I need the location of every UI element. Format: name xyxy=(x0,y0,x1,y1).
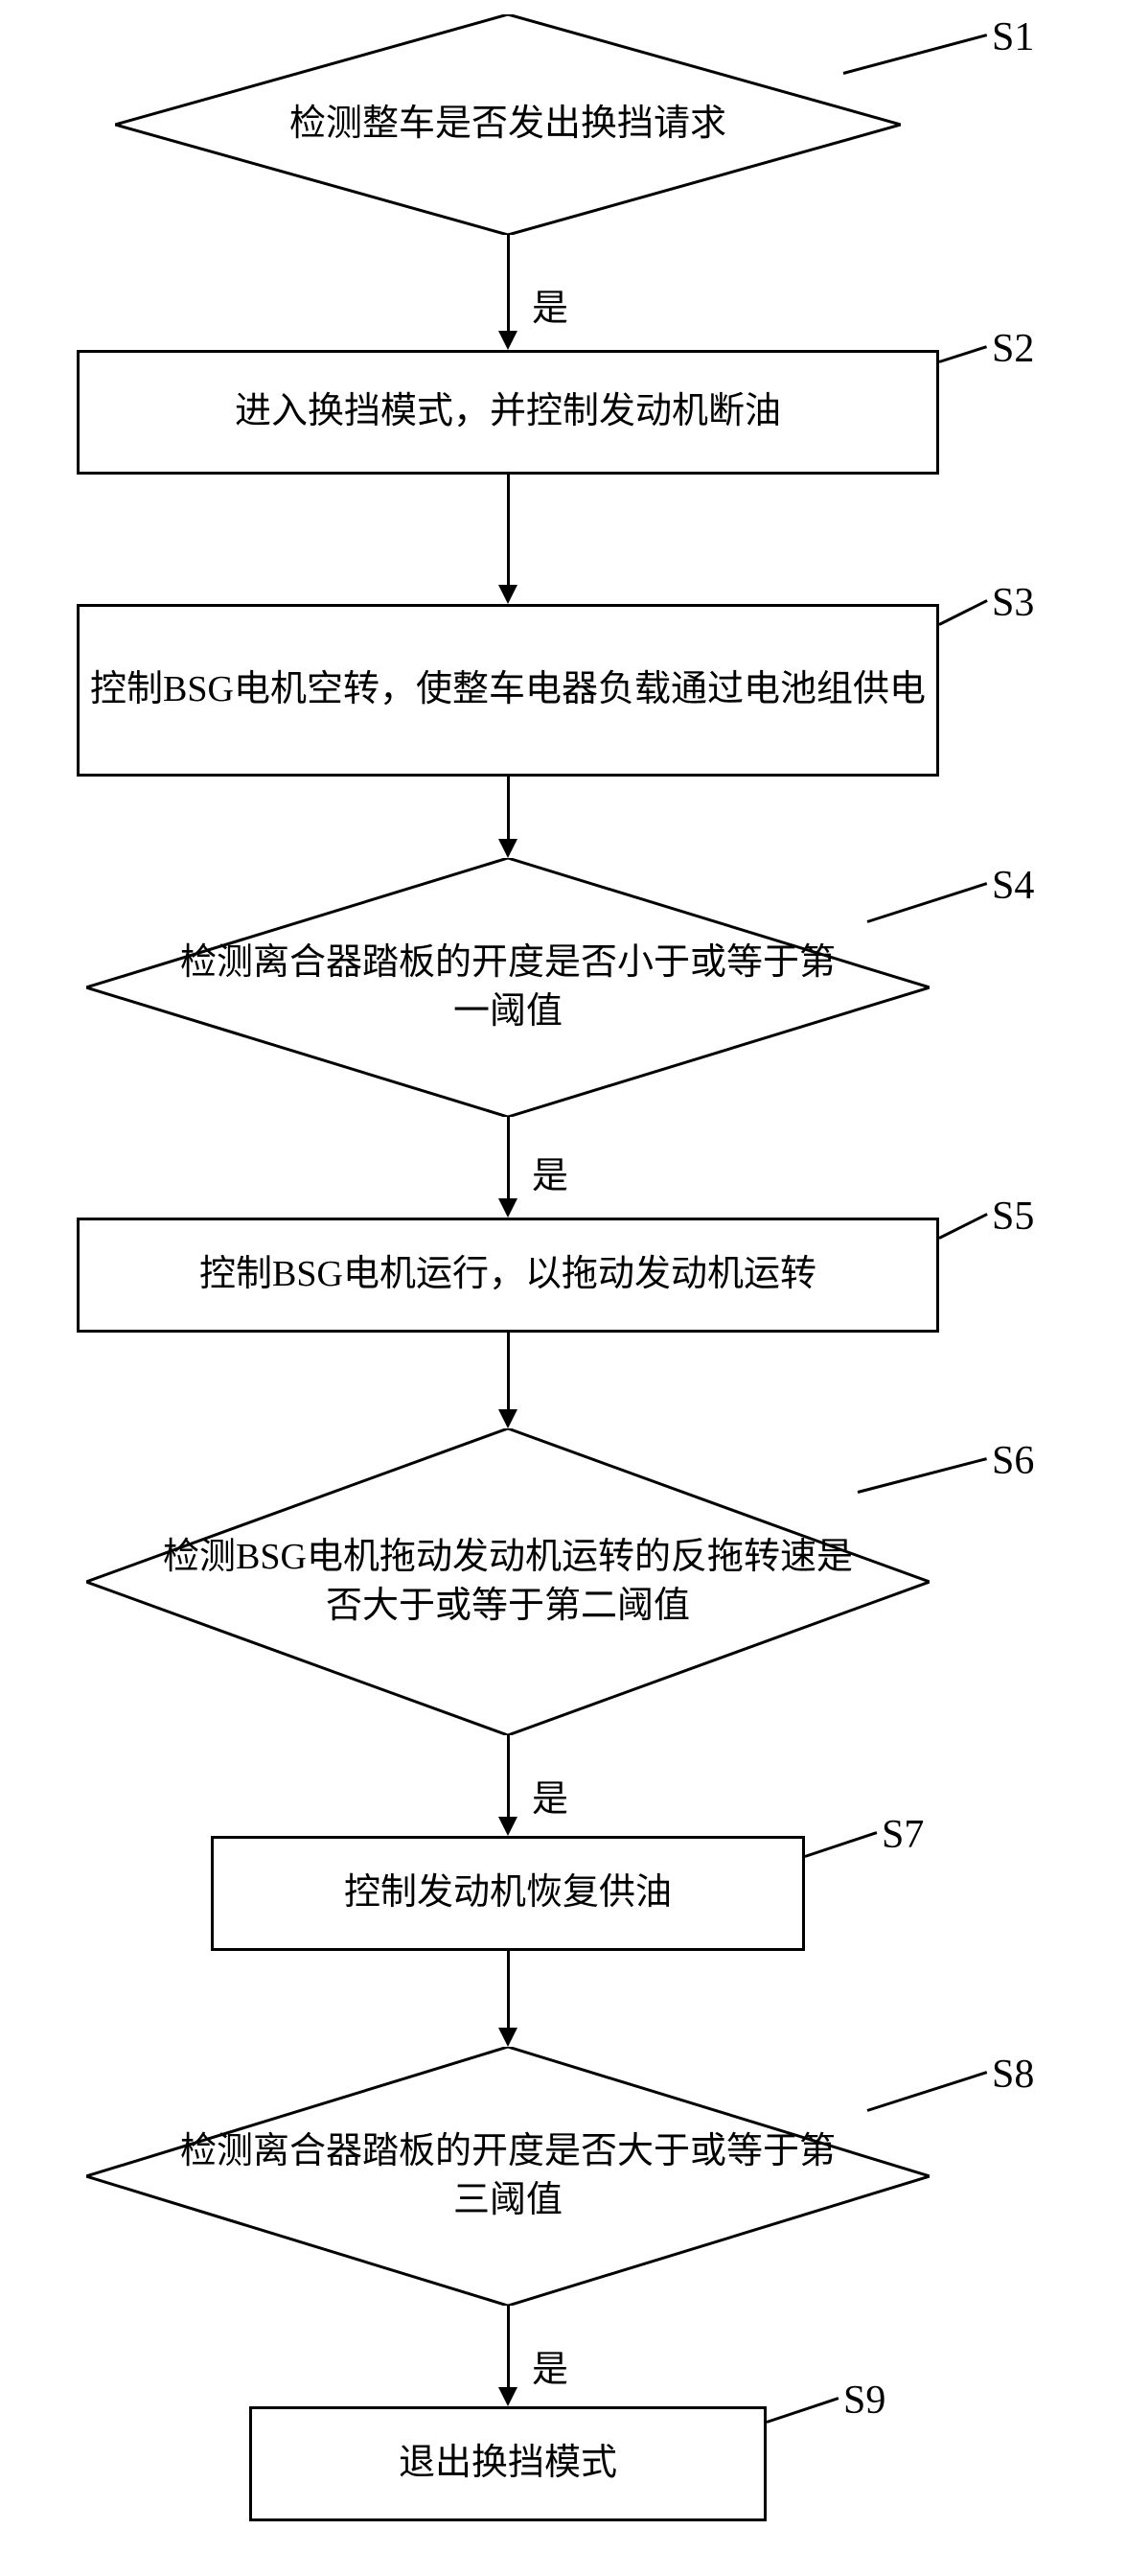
flow-rect-s5: 控制BSG电机运行，以拖动发动机运转 xyxy=(77,1218,939,1333)
node-text: 控制BSG电机空转，使整车电器负载通过电池组供电 xyxy=(90,665,926,714)
flow-rect-s9: 退出换挡模式 xyxy=(249,2406,767,2521)
edge-label: 是 xyxy=(532,1146,568,1198)
edge-label: 是 xyxy=(532,2339,568,2392)
flow-diamond-s8: 检测离合器踏板的开度是否大于或等于第三阈值 xyxy=(86,2047,930,2306)
edge-s7-s8 xyxy=(507,1951,510,2028)
flow-rect-s7: 控制发动机恢复供油 xyxy=(211,1836,805,1951)
callout-line-s5 xyxy=(938,1213,987,1240)
flowchart-canvas: 检测整车是否发出换挡请求进入换挡模式，并控制发动机断油控制BSG电机空转，使整车… xyxy=(0,0,1126,2576)
callout-line-s2 xyxy=(939,345,988,363)
node-text: 检测整车是否发出换挡请求 xyxy=(115,14,901,235)
step-label-s2: S2 xyxy=(992,326,1034,372)
step-label-s8: S8 xyxy=(992,2052,1034,2098)
node-text: 控制BSG电机运行，以拖动发动机运转 xyxy=(199,1250,816,1299)
node-text: 检测BSG电机拖动发动机运转的反拖转速是否大于或等于第二阈值 xyxy=(86,1428,930,1735)
flow-diamond-s4: 检测离合器踏板的开度是否小于或等于第一阈值 xyxy=(86,858,930,1117)
flow-rect-s3: 控制BSG电机空转，使整车电器负载通过电池组供电 xyxy=(77,604,939,777)
edge-s3-s4 xyxy=(507,777,510,839)
callout-line-s9 xyxy=(767,2397,839,2424)
edge-s1-s2 xyxy=(507,235,510,331)
node-text: 进入换挡模式，并控制发动机断油 xyxy=(235,387,781,436)
arrow-head-icon xyxy=(498,331,517,350)
node-text: 检测离合器踏板的开度是否大于或等于第三阈值 xyxy=(86,2047,930,2306)
arrow-head-icon xyxy=(498,1409,517,1428)
step-label-s3: S3 xyxy=(992,580,1034,626)
step-label-s5: S5 xyxy=(992,1194,1034,1240)
edge-s6-s7 xyxy=(507,1735,510,1817)
flow-diamond-s6: 检测BSG电机拖动发动机运转的反拖转速是否大于或等于第二阈值 xyxy=(86,1428,930,1735)
arrow-head-icon xyxy=(498,1198,517,1218)
arrow-head-icon xyxy=(498,2387,517,2406)
edge-label: 是 xyxy=(532,1769,568,1822)
step-label-s4: S4 xyxy=(992,863,1034,909)
callout-line-s7 xyxy=(805,1831,878,1858)
arrow-head-icon xyxy=(498,585,517,604)
step-label-s1: S1 xyxy=(992,14,1034,60)
step-label-s9: S9 xyxy=(843,2378,885,2424)
callout-line-s3 xyxy=(938,599,987,626)
edge-label: 是 xyxy=(532,278,568,331)
edge-s8-s9 xyxy=(507,2306,510,2387)
edge-s5-s6 xyxy=(507,1333,510,1409)
step-label-s7: S7 xyxy=(882,1812,924,1858)
arrow-head-icon xyxy=(498,1817,517,1836)
node-text: 检测离合器踏板的开度是否小于或等于第一阈值 xyxy=(86,858,930,1117)
step-label-s6: S6 xyxy=(992,1438,1034,1484)
node-text: 控制发动机恢复供油 xyxy=(344,1868,672,1917)
edge-s2-s3 xyxy=(507,475,510,585)
arrow-head-icon xyxy=(498,839,517,858)
arrow-head-icon xyxy=(498,2028,517,2047)
flow-rect-s2: 进入换挡模式，并控制发动机断油 xyxy=(77,350,939,475)
node-text: 退出换挡模式 xyxy=(399,2439,617,2488)
flow-diamond-s1: 检测整车是否发出换挡请求 xyxy=(115,14,901,235)
edge-s4-s5 xyxy=(507,1117,510,1198)
